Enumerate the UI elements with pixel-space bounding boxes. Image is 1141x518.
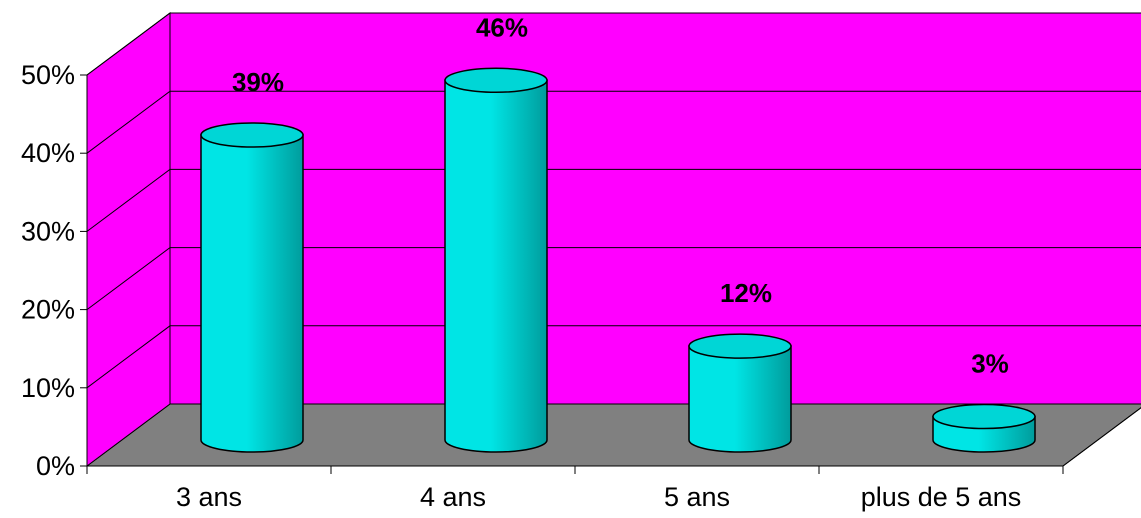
bar-body: [200, 134, 304, 453]
data-label: 3%: [971, 349, 1009, 379]
y-tick-label: 30%: [21, 216, 75, 246]
plot-edge: [1062, 407, 1141, 467]
x-tick-label: 5 ans: [664, 482, 730, 512]
gridline: [86, 90, 1141, 154]
x-axis-labels: 3 ans 4 ans 5 ans plus de 5 ans: [176, 482, 1021, 512]
y-axis-ticks: 0% 10% 20% 30% 40% 50%: [21, 60, 87, 481]
y-tick-label: 0%: [36, 451, 75, 481]
grid-lines: [86, 12, 1141, 389]
plot-walls: [85, 12, 1141, 467]
bar: [932, 403, 1036, 453]
x-tick-label: 4 ans: [420, 482, 486, 512]
x-tick-label: plus de 5 ans: [861, 482, 1022, 512]
gridline: [86, 168, 1141, 232]
bar: [200, 122, 304, 453]
back-wall: [169, 12, 1141, 405]
y-tick-label: 50%: [21, 60, 75, 90]
data-label: 46%: [476, 12, 528, 42]
bar-body: [444, 79, 548, 453]
x-tick-label: 3 ans: [176, 482, 242, 512]
bar: [444, 67, 548, 453]
gridline: [86, 325, 1141, 389]
bar-top: [444, 67, 548, 94]
gridline: [86, 247, 1141, 311]
bar-body: [688, 345, 792, 453]
y-tick-label: 40%: [21, 138, 75, 168]
axes: [86, 75, 1141, 474]
data-label: 12%: [720, 278, 772, 308]
side-wall: [86, 12, 171, 467]
data-label: 39%: [232, 67, 284, 97]
bar-top: [200, 122, 304, 148]
bar-top: [688, 333, 792, 359]
data-labels: 39% 46% 12% 3%: [232, 12, 1009, 378]
y-tick-label: 20%: [21, 295, 75, 325]
bar-top: [932, 403, 1036, 430]
y-tick-label: 10%: [21, 373, 75, 403]
bar: [688, 333, 792, 453]
bars: [200, 67, 1036, 453]
gridline: [86, 12, 1141, 76]
